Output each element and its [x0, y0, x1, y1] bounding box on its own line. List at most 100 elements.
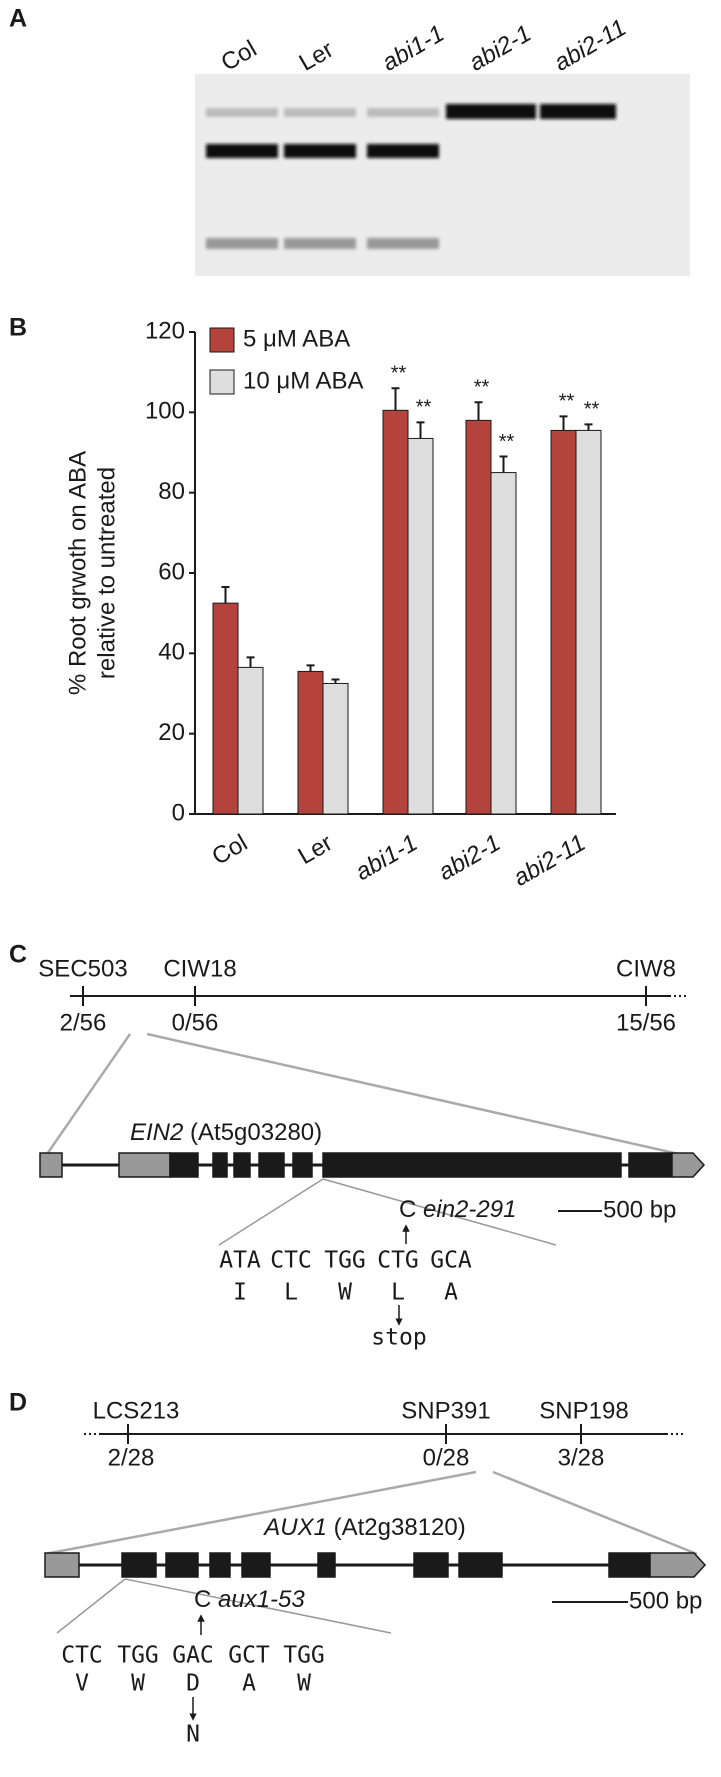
amino-acid: L — [391, 1280, 405, 1306]
amino-acid: W — [131, 1671, 145, 1697]
lane-label: Col — [217, 35, 262, 76]
codon: TGG — [283, 1643, 325, 1669]
base: C — [399, 1196, 416, 1223]
marker: CIW18 — [163, 955, 236, 982]
marker: SEC503 — [38, 955, 127, 982]
codon: GAC — [172, 1643, 214, 1669]
error-bar — [559, 415, 568, 431]
amino-acid: A — [242, 1671, 256, 1697]
result: N — [186, 1722, 200, 1748]
allele: ein2-291 — [423, 1196, 516, 1223]
gene: EIN2 — [130, 1119, 183, 1146]
y-tick-label: 120 — [145, 317, 185, 344]
significance: ** — [416, 397, 432, 419]
significance: ** — [584, 399, 600, 421]
error-bar — [331, 678, 340, 684]
bar — [550, 429, 577, 815]
legend-label: 10 μM ABA — [243, 367, 364, 394]
zoom-lines — [56, 1578, 392, 1634]
bar — [322, 682, 349, 815]
y-tick-label: 40 — [158, 639, 185, 666]
error-bar — [246, 656, 255, 668]
bar — [297, 670, 324, 815]
marker: SNP198 — [539, 1397, 628, 1424]
codon: CTC — [61, 1643, 103, 1669]
error-bar — [584, 423, 593, 431]
recombinants: 0/28 — [423, 1444, 470, 1471]
amino-acid: A — [444, 1280, 458, 1306]
zoom-lines — [44, 1470, 698, 1556]
recombinants: 2/28 — [108, 1444, 155, 1471]
x-tick-label: Col — [207, 829, 252, 870]
bar — [575, 429, 602, 815]
recombinants: 2/56 — [60, 1009, 107, 1036]
error-bar — [416, 421, 425, 439]
amino-acid: W — [297, 1671, 311, 1697]
amino-acid: D — [186, 1671, 200, 1697]
scale-label: 500 bp — [629, 1587, 702, 1614]
codon: CTC — [270, 1248, 312, 1274]
codon: TGG — [117, 1643, 159, 1669]
lane-label: abi1-1 — [378, 20, 449, 77]
amino-acid: L — [284, 1280, 298, 1306]
bar — [490, 472, 517, 815]
legend-label: 5 μM ABA — [243, 325, 350, 352]
x-tick-label: abi2-11 — [509, 829, 590, 892]
y-tick-label: 60 — [158, 558, 185, 585]
error-bar — [474, 401, 483, 421]
bar — [382, 409, 409, 815]
gel-bands — [206, 104, 616, 249]
mutation: C aux1-53 — [194, 1586, 305, 1613]
error-bar — [391, 387, 400, 411]
x-tick-label: abi1-1 — [351, 829, 422, 886]
gene-model — [44, 1552, 707, 1578]
amino-acid: V — [75, 1671, 89, 1697]
amino-acid: W — [338, 1280, 352, 1306]
gene-label: AUX1 (At2g38120) — [262, 1514, 465, 1541]
recombinants: 15/56 — [616, 1009, 676, 1036]
zoom-lines — [218, 1178, 557, 1246]
gene: AUX1 — [262, 1514, 327, 1541]
gene-model — [39, 1152, 706, 1178]
genetic-map — [70, 986, 688, 1006]
locus: (At2g38120) — [334, 1514, 466, 1541]
bar — [465, 419, 492, 815]
y-tick-label: 80 — [158, 478, 185, 505]
panel-label: D — [9, 1389, 27, 1417]
error-bar — [499, 455, 508, 473]
significance: ** — [559, 391, 575, 413]
significance: ** — [391, 363, 407, 385]
x-tick-label: abi2-1 — [434, 829, 505, 886]
mutation: C ein2-291 — [399, 1196, 516, 1223]
locus: (At5g03280) — [190, 1119, 322, 1146]
y-tick-label: 0 — [172, 799, 185, 826]
genetic-map — [84, 1424, 684, 1444]
legend-swatch — [209, 369, 235, 395]
bar — [407, 437, 434, 815]
significance: ** — [474, 377, 490, 399]
codon: GCT — [228, 1643, 270, 1669]
bar — [212, 602, 239, 815]
lane-label: abi2-11 — [550, 14, 631, 77]
zoom-lines — [43, 1032, 693, 1159]
y-axis-label: relative to untreated — [93, 467, 120, 679]
significance: ** — [499, 431, 515, 453]
marker: LCS213 — [93, 1397, 180, 1424]
scale-label: 500 bp — [603, 1196, 676, 1223]
lane-label: abi2-1 — [465, 20, 536, 77]
panel-label: C — [9, 941, 27, 969]
y-axis-label: % Root grwoth on ABA — [64, 451, 91, 695]
base: C — [194, 1586, 211, 1613]
allele: aux1-53 — [218, 1586, 305, 1613]
bar — [237, 666, 264, 815]
legend-swatch — [209, 327, 235, 353]
amino-acid: I — [233, 1280, 247, 1306]
panel-label: A — [9, 5, 27, 33]
panel-label: B — [9, 314, 27, 342]
y-tick-label: 100 — [145, 398, 185, 425]
error-bar — [306, 664, 315, 672]
x-tick-label: Ler — [294, 829, 338, 870]
codon: CTG — [377, 1248, 419, 1274]
